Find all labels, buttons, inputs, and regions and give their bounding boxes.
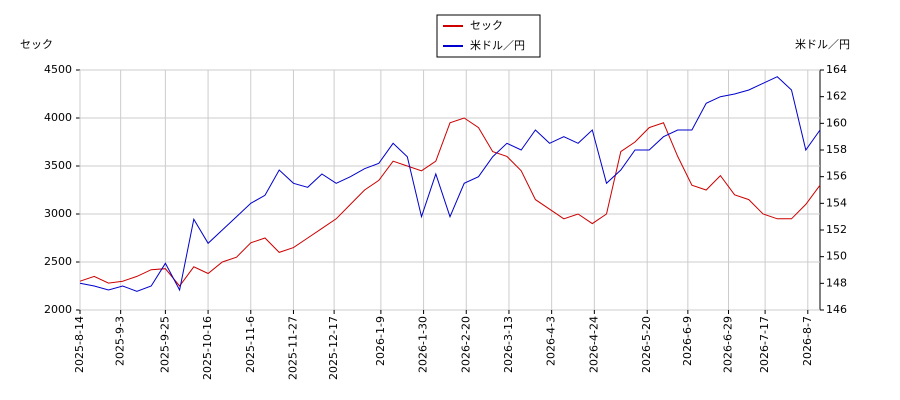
x-tick-label: 2026-7-17 [758,316,771,373]
legend-label: セック [470,19,503,32]
series-line [79,117,821,287]
y2-axis-label: 米ドル／円 [795,38,850,51]
y2-tick-label: 152 [826,223,847,236]
x-tick-label: 2026-6-29 [722,316,735,373]
x-tick-label: 2026-8-7 [801,316,814,366]
x-tick-label: 2026-3-13 [502,316,515,373]
y-tick-label: 2000 [44,303,72,316]
y2-tick-label: 148 [826,276,847,289]
y-tick-label: 3500 [44,159,72,172]
plot-frame [79,69,821,311]
y-tick-label: 2500 [44,255,72,268]
x-tick-label: 2025-8-14 [73,316,86,373]
y2-tick-label: 150 [826,250,847,263]
series-line [79,76,821,292]
x-tick-label: 2026-5-20 [640,316,653,373]
x-tick-label: 2025-12-17 [327,316,340,380]
legend-label: 米ドル／円 [470,39,525,52]
y-tick-label: 4000 [44,111,72,124]
y2-tick-label: 158 [826,143,847,156]
y2-tick-label: 160 [826,116,847,129]
y2-tick-label: 156 [826,170,847,183]
x-tick-label: 2026-4-3 [545,316,558,366]
x-tick-label: 2025-11-6 [244,316,257,373]
x-tick-label: 2026-1-9 [374,316,387,366]
x-tick-label: 2026-2-20 [459,316,472,373]
y-tick-label: 4500 [44,63,72,76]
x-tick-label: 2026-4-24 [587,316,600,373]
y2-tick-label: 162 [826,90,847,103]
y-tick-label: 3000 [44,207,72,220]
x-tick-label: 2025-11-27 [286,316,299,380]
x-tick-label: 2025-9-25 [158,316,171,373]
y2-tick-label: 154 [826,196,847,209]
x-tick-label: 2026-1-30 [417,316,430,373]
x-tick-label: 2025-10-16 [201,316,214,380]
y-axis-label: セック [20,38,53,51]
y2-tick-label: 164 [826,63,847,76]
x-tick-label: 2026-6-9 [681,316,694,366]
legend-box [436,14,541,58]
y2-tick-label: 146 [826,303,847,316]
x-tick-label: 2025-9-3 [114,316,127,366]
